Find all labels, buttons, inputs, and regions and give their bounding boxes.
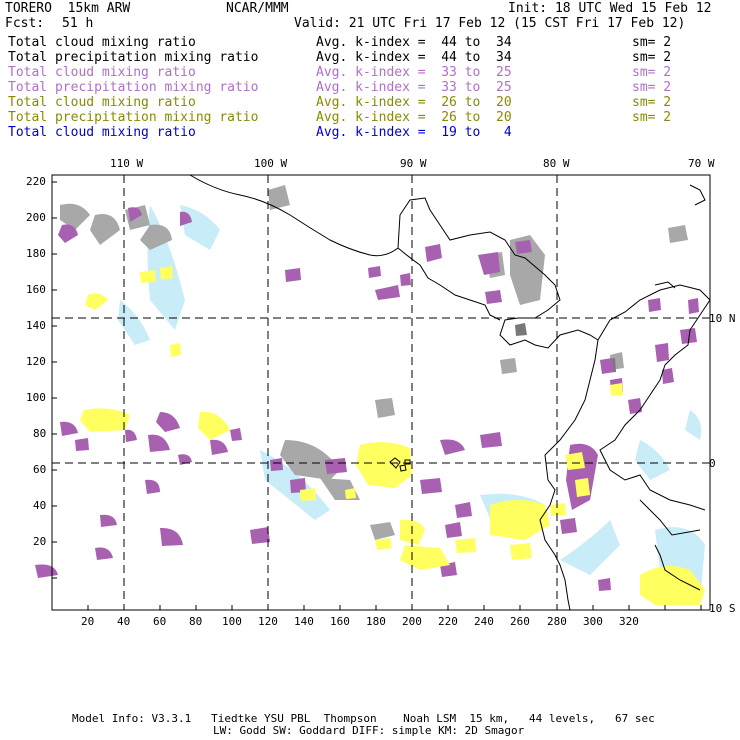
legend-kindex: Avg. k-index = 33 to 25 xyxy=(316,80,512,95)
y-tick-label: 160 xyxy=(26,283,46,296)
legend-field: Total cloud mixing ratio xyxy=(8,95,196,110)
y-tick-label: 40 xyxy=(33,499,47,512)
init-time: Init: 18 UTC Wed 15 Feb 12 xyxy=(508,1,712,16)
x-tick-label: 80 xyxy=(189,615,203,628)
legend-sm: sm= 2 xyxy=(632,110,672,125)
y-tick-label: 220 xyxy=(26,175,46,188)
x-tick-label: 200 xyxy=(402,615,422,628)
y-tick-label: 100 xyxy=(26,391,46,404)
lon-label: 80 W xyxy=(543,157,570,170)
legend-field: Total cloud mixing ratio xyxy=(8,35,196,50)
x-tick-label: 260 xyxy=(510,615,530,628)
legend-kindex: Avg. k-index = 33 to 25 xyxy=(316,65,512,80)
fcst-label: Fcst: xyxy=(5,16,45,31)
y-tick-label: 180 xyxy=(26,247,46,260)
lat-label: 10 S xyxy=(709,602,736,615)
legend-field: Total precipitation mixing ratio xyxy=(8,110,259,125)
lon-label: 90 W xyxy=(400,157,427,170)
legend-kindex: Avg. k-index = 44 to 34 xyxy=(316,35,512,50)
legend-kindex: Avg. k-index = 44 to 34 xyxy=(316,50,512,65)
lat-label: 0 xyxy=(709,457,716,470)
lon-label: 110 W xyxy=(110,157,144,170)
x-tick-label: 60 xyxy=(153,615,167,628)
legend-kindex: Avg. k-index = 26 to 20 xyxy=(316,95,512,110)
org-name: NCAR/MMM xyxy=(226,1,289,16)
legend-kindex: Avg. k-index = 26 to 20 xyxy=(316,110,512,125)
x-tick-label: 100 xyxy=(222,615,242,628)
x-tick-label: 280 xyxy=(547,615,567,628)
lat-label: 10 N xyxy=(709,312,736,325)
model-info: Model Info: V3.3.1 Tiedtke YSU PBL Thomp… xyxy=(72,712,655,725)
legend-kindex: Avg. k-index = 19 to 4 xyxy=(316,125,512,140)
field-shading xyxy=(35,185,705,605)
lat-lon-grid xyxy=(52,175,710,610)
legend-field: Total cloud mixing ratio xyxy=(8,65,196,80)
x-tick-label: 320 xyxy=(619,615,639,628)
x-tick-label: 160 xyxy=(330,615,350,628)
x-tick-label: 180 xyxy=(366,615,386,628)
x-tick-label: 120 xyxy=(258,615,278,628)
legend-sm: sm= 2 xyxy=(632,65,672,80)
fcst-value: 51 h xyxy=(62,16,94,31)
y-tick-label: 20 xyxy=(33,535,47,548)
y-tick-label: 140 xyxy=(26,319,46,332)
lon-label: 100 W xyxy=(254,157,288,170)
legend-field: Total precipitation mixing ratio xyxy=(8,50,259,65)
x-tick-label: 240 xyxy=(474,615,494,628)
y-tick-label: 120 xyxy=(26,355,46,368)
y-tick-label: 60 xyxy=(33,463,47,476)
x-tick-label: 40 xyxy=(117,615,131,628)
legend-sm: sm= 2 xyxy=(632,95,672,110)
legend-field: Total precipitation mixing ratio xyxy=(8,80,259,95)
x-tick-label: 20 xyxy=(81,615,95,628)
valid-time: Valid: 21 UTC Fri 17 Feb 12 (15 CST Fri … xyxy=(294,16,686,31)
x-tick-label: 140 xyxy=(294,615,314,628)
axis-ticks xyxy=(52,181,702,610)
legend-sm: sm= 2 xyxy=(632,35,672,50)
legend-sm: sm= 2 xyxy=(632,50,672,65)
lon-label: 70 W xyxy=(688,157,715,170)
legend-field: Total cloud mixing ratio xyxy=(8,125,196,140)
map-frame xyxy=(51,174,711,611)
legend-sm: sm= 2 xyxy=(632,80,672,95)
y-tick-label: 200 xyxy=(26,211,46,224)
x-tick-label: 220 xyxy=(438,615,458,628)
physics-info: LW: Godd SW: Goddard DIFF: simple KM: 2D… xyxy=(213,724,525,737)
model-name: TORERO 15km ARW xyxy=(5,1,131,16)
coastline xyxy=(189,174,711,611)
x-tick-label: 300 xyxy=(583,615,603,628)
y-tick-label: 80 xyxy=(33,427,47,440)
